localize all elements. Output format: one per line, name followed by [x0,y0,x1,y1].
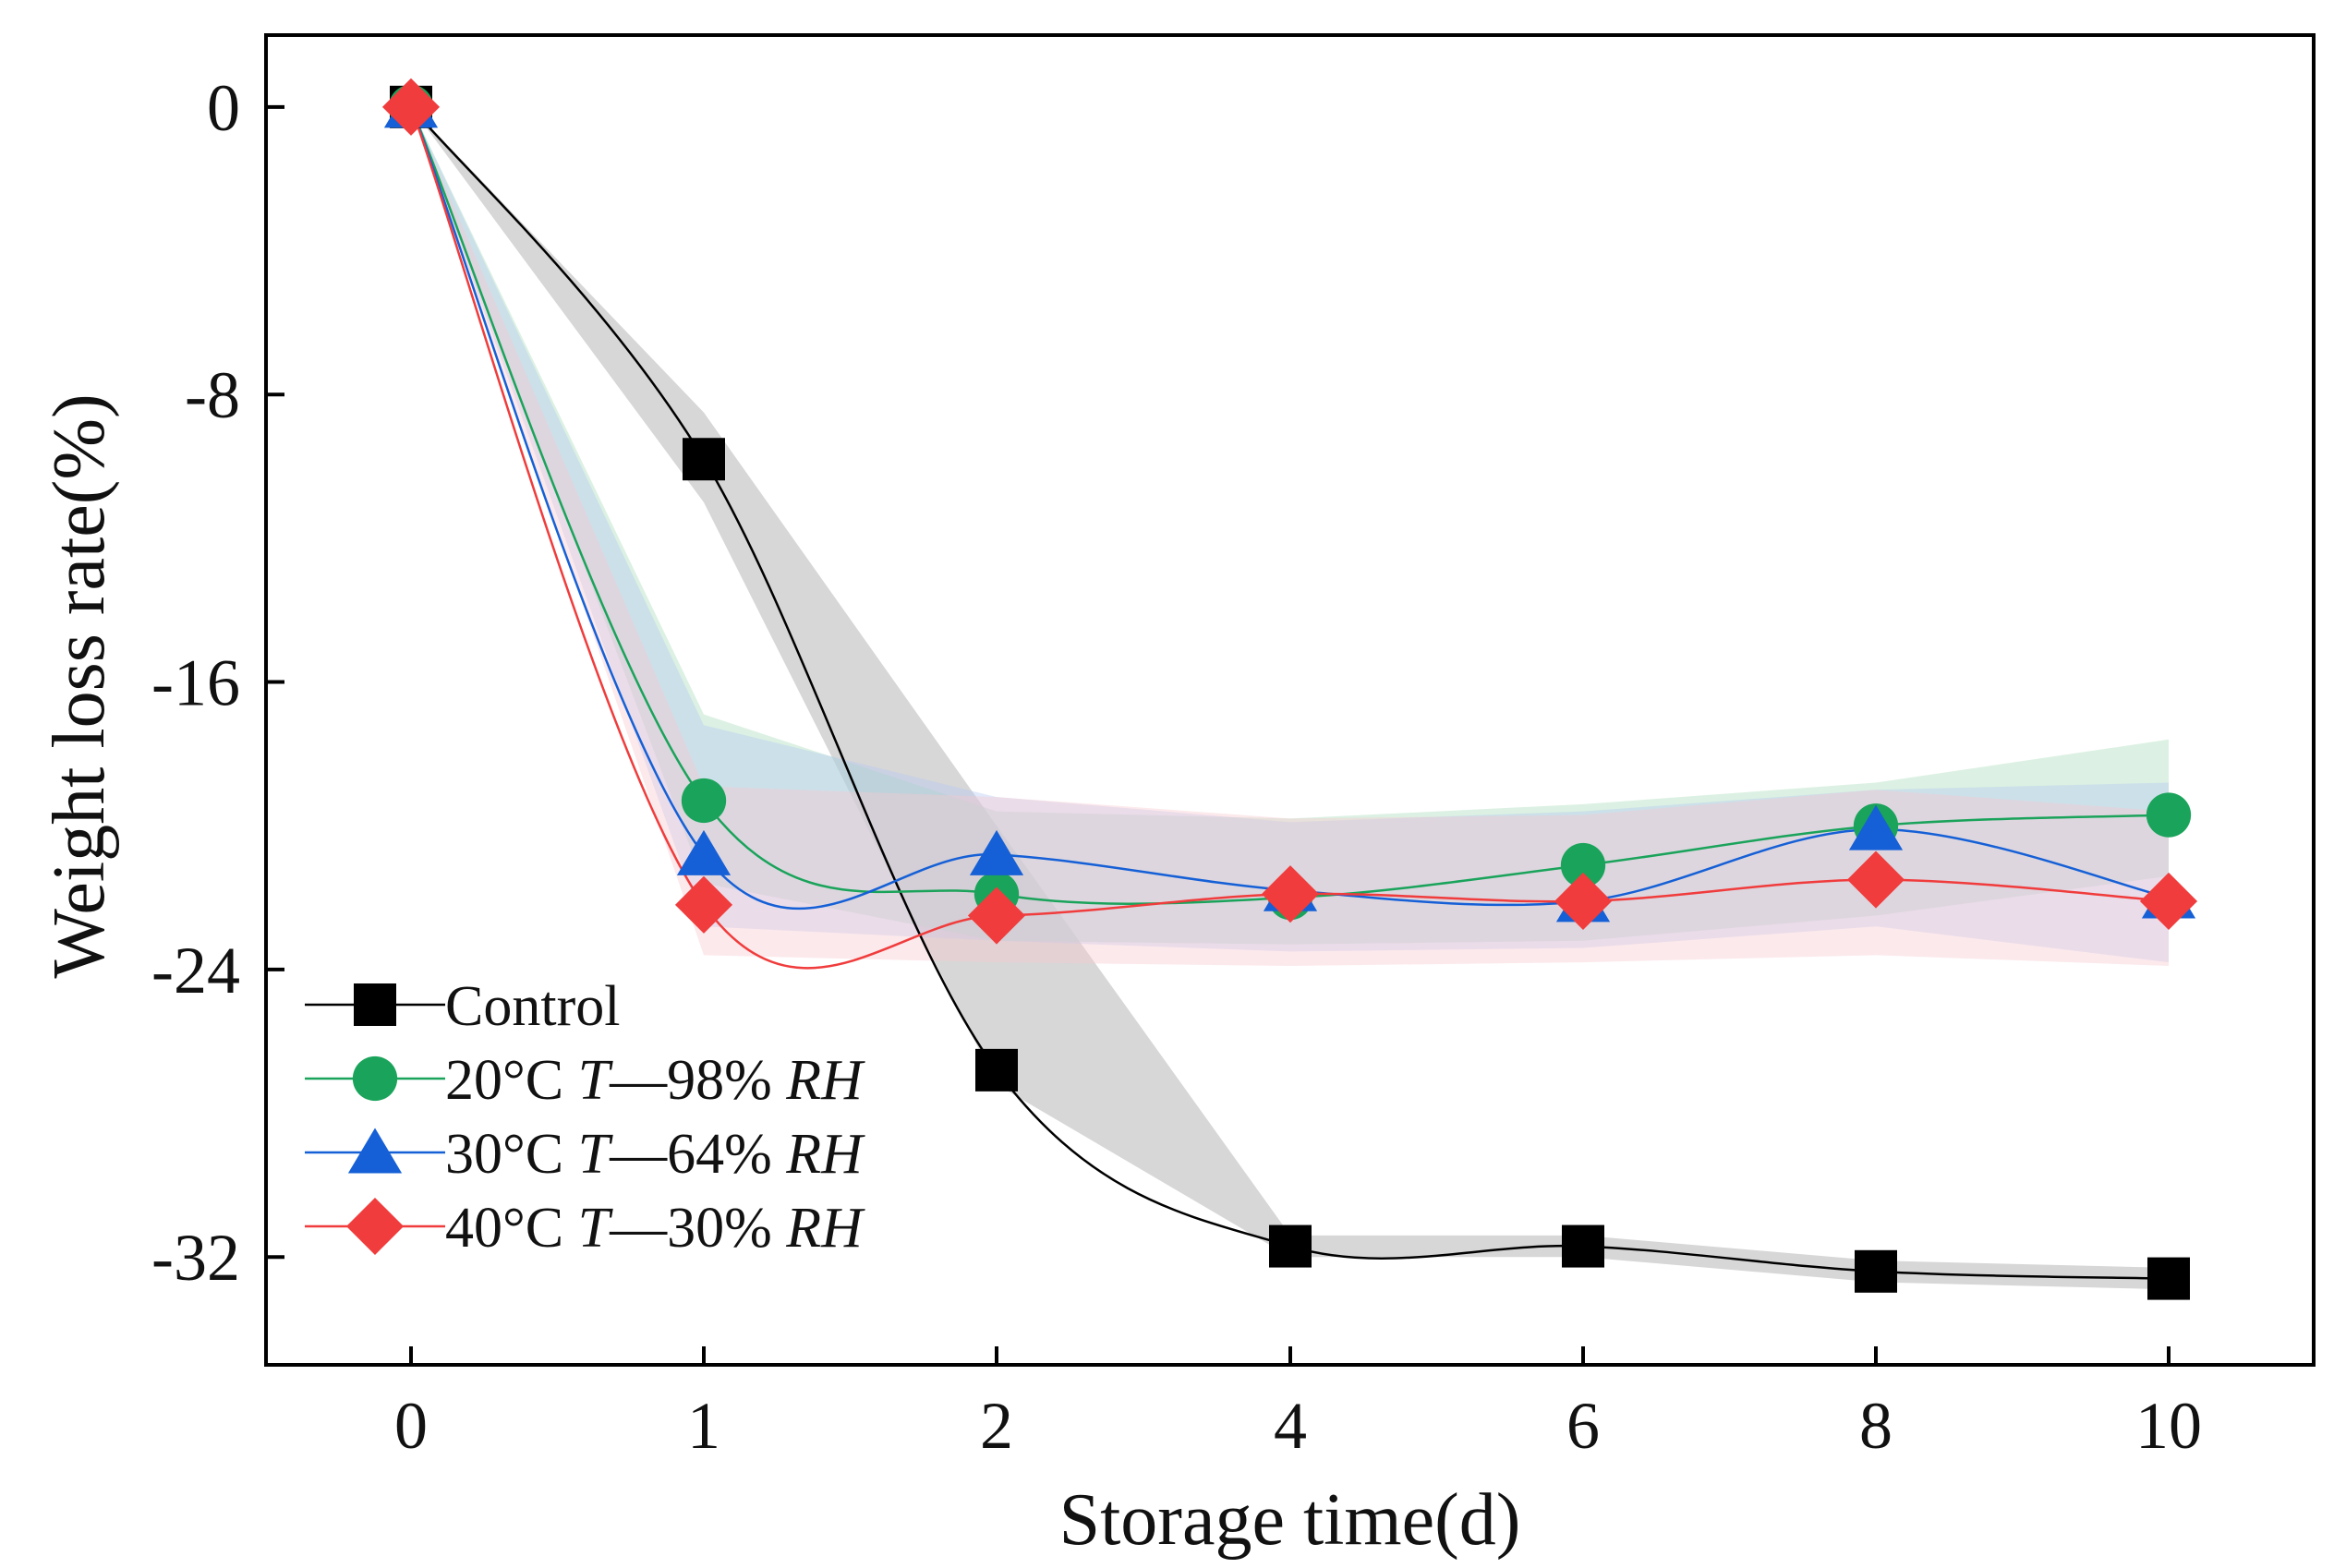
band-series-3 [411,106,2169,967]
marker-series-2-point-1 [676,829,732,875]
marker-series-0-point-4 [1562,1224,1604,1268]
x-tick-label-0: 0 [394,1389,428,1463]
x-tick-label-2: 2 [980,1389,1013,1463]
y-axis-ticks: 0 -8 -16 -24 -32 [151,71,284,1295]
marker-series-0-point-1 [683,438,725,481]
band-series-2 [411,106,2169,963]
legend-label-2: 30°C T—64% RH [445,1123,865,1186]
x-axis-title: Storage time(d) [1059,1479,1521,1561]
legend-label-0-part-0: Control [445,975,620,1038]
x-tick-label-4: 6 [1566,1389,1600,1463]
marker-series-1-point-4 [1560,842,1606,888]
legend-label-3: 40°C T—30% RH [445,1197,865,1260]
x-axis-ticks: 0 1 2 4 6 8 10 [394,1346,2202,1463]
legend-label-3-part-3: RH [785,1197,865,1260]
marker-series-2-point-5 [1848,804,1904,850]
y-tick-label-2: -16 [151,646,240,720]
x-tick-label-1: 1 [687,1389,720,1463]
legend-label-0: Control [445,975,620,1038]
marker-series-1-point-6 [2146,792,2192,838]
line-series-3 [409,106,2170,970]
y-tick-label-0: 0 [207,71,240,145]
x-tick-label-6: 10 [2135,1389,2202,1463]
legend-label-3-part-0: 40°C [445,1197,578,1260]
marker-series-0-point-5 [1855,1249,1897,1293]
marker-series-0-point-2 [975,1048,1018,1092]
y-tick-label-1: -8 [185,358,240,432]
legend-marker-1 [352,1055,398,1102]
legend-label-2-part-3: RH [785,1123,865,1186]
legend-label-3-part-2: —30% [609,1197,786,1260]
x-tick-label-5: 8 [1859,1389,1893,1463]
series-markers [381,78,2198,1300]
marker-series-2-point-2 [969,829,1024,875]
confidence-bands [411,106,2169,1290]
y-tick-label-3: -24 [151,934,240,1007]
marker-series-0-point-3 [1269,1224,1312,1268]
legend-label-1-part-3: RH [785,1049,865,1112]
legend-label-1-part-0: 20°C [445,1049,578,1112]
marker-series-3-point-1 [674,875,733,934]
y-tick-label-4: -32 [151,1221,240,1295]
marker-series-3-point-6 [2139,872,2198,930]
marker-series-1-point-1 [681,778,727,824]
legend-label-2-part-2: —64% [609,1123,786,1186]
band-series-1 [411,106,2169,945]
marker-series-3-point-5 [1846,850,1905,909]
marker-series-3-point-2 [967,887,1026,945]
legend-marker-2 [347,1128,403,1174]
marker-series-3-point-3 [1261,865,1320,923]
marker-series-3-point-4 [1554,872,1613,930]
marker-series-3-point-0 [381,78,441,136]
legend-marker-3 [345,1197,405,1256]
y-axis-title: Weight loss rate(%) [39,393,120,978]
legend-label-2-part-1: T [578,1123,614,1186]
legend-label-3-part-1: T [578,1197,614,1260]
marker-series-0-point-6 [2147,1257,2190,1300]
legend-marker-0 [354,983,396,1026]
legend-label-1-part-1: T [578,1049,614,1112]
x-tick-label-3: 4 [1274,1389,1307,1463]
legend-label-2-part-0: 30°C [445,1123,578,1186]
legend-label-1: 20°C T—98% RH [445,1049,865,1112]
legend-label-1-part-2: —98% [609,1049,786,1112]
